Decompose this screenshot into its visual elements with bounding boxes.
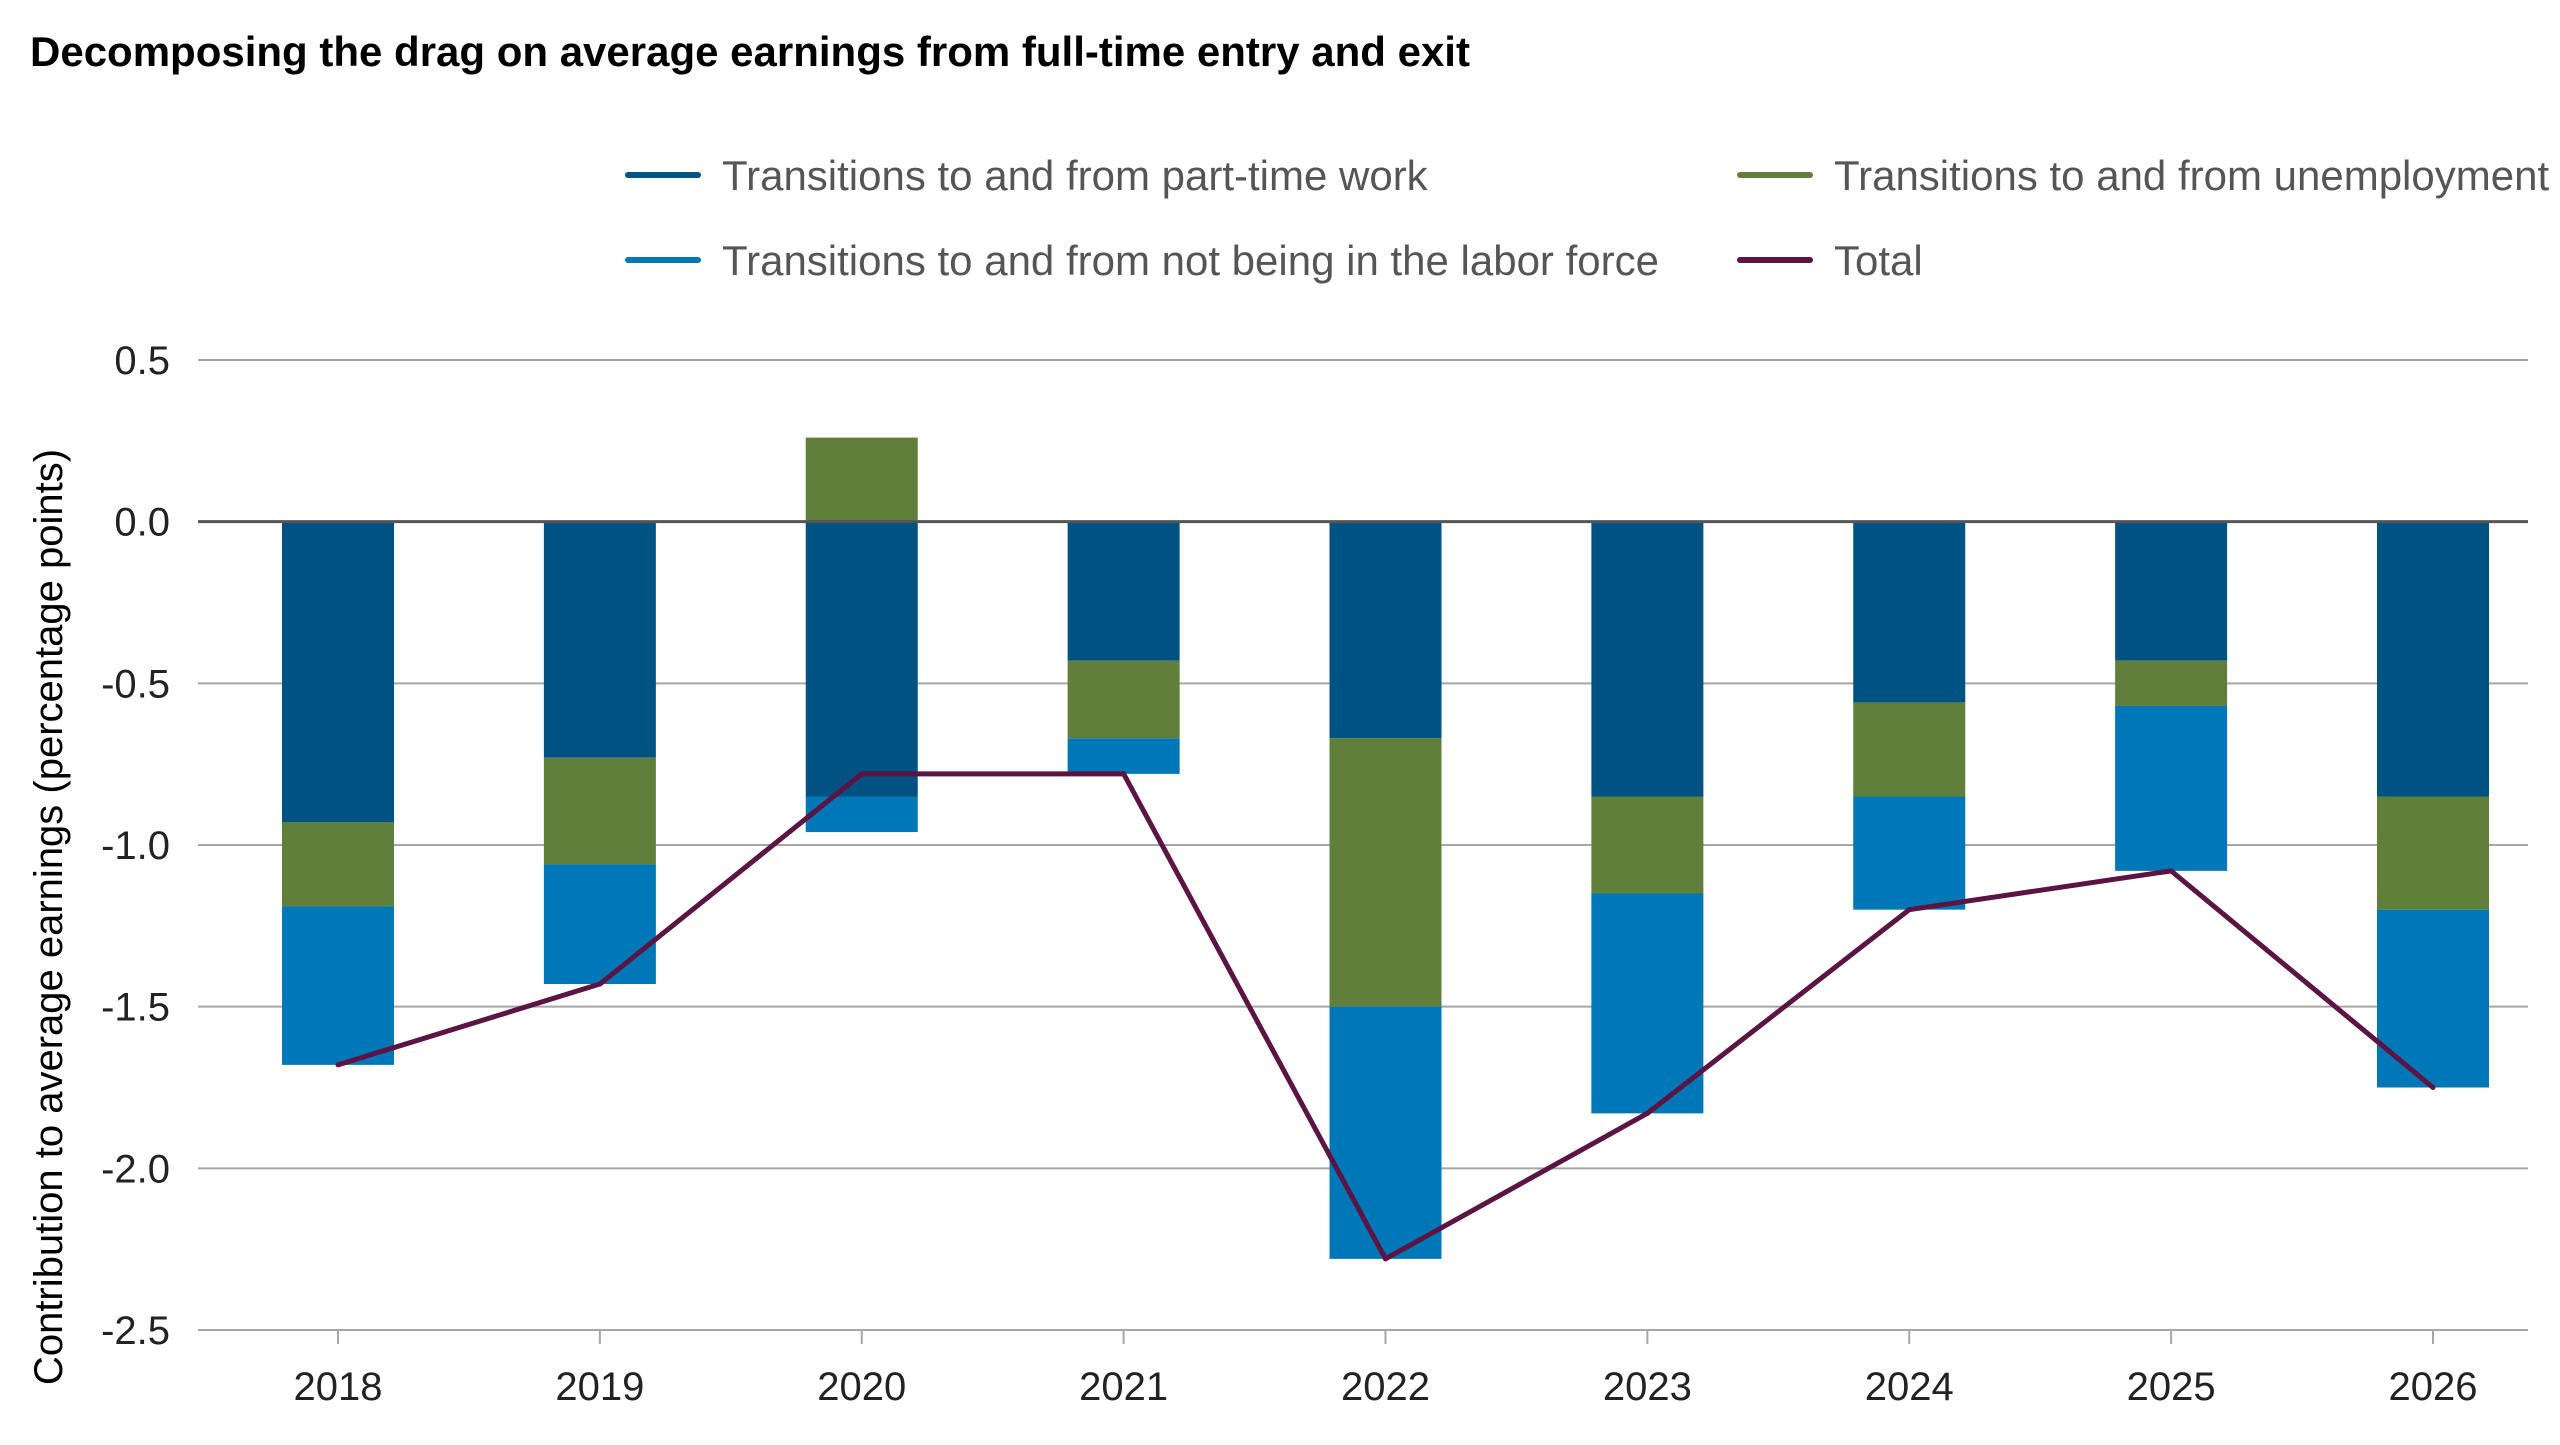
chart-title: Decomposing the drag on average earnings… [30, 28, 1470, 75]
bar-transitions-to-and-from-unemployment-2020 [805, 437, 918, 522]
bar-transitions-to-and-from-part-time-work-2020 [805, 521, 918, 797]
x-tick-label: 2022 [1341, 1365, 1430, 1409]
x-tick-label: 2018 [294, 1365, 383, 1409]
y-tick-label: -1.5 [101, 986, 170, 1030]
bar-transitions-to-and-from-not-being-in-the-labor-force-2020 [805, 796, 918, 833]
bar-transitions-to-and-from-unemployment-2023 [1591, 796, 1704, 894]
legend-label: Transitions to and from not being in the… [722, 237, 1659, 284]
x-tick-label: 2019 [555, 1365, 644, 1409]
legend-item-total: Total [1737, 237, 1923, 284]
legend-item-transitions-to-and-from-unemployment: Transitions to and from unemployment [1737, 152, 2549, 199]
y-tick-label: -2.0 [101, 1147, 170, 1191]
x-tick-label: 2024 [1865, 1365, 1954, 1409]
bar-transitions-to-and-from-not-being-in-the-labor-force-2018 [282, 906, 394, 1065]
bar-transitions-to-and-from-not-being-in-the-labor-force-2022 [1329, 1006, 1442, 1259]
line-point-total-2022 [1383, 1256, 1388, 1262]
line-point-total-2018 [335, 1062, 341, 1068]
total-series [335, 771, 2436, 1262]
bar-transitions-to-and-from-unemployment-2025 [2115, 660, 2228, 706]
y-tick-label: -2.5 [101, 1309, 170, 1353]
bar-transitions-to-and-from-unemployment-2022 [1329, 738, 1442, 1007]
bar-transitions-to-and-from-part-time-work-2018 [282, 521, 394, 823]
bar-transitions-to-and-from-not-being-in-the-labor-force-2025 [2115, 705, 2228, 871]
bar-transitions-to-and-from-not-being-in-the-labor-force-2024 [1853, 796, 1966, 910]
y-axis-ticks: 0.5 0.0 -0.5 -1.0 -1.5 -2.0 -2.5 [101, 339, 170, 1353]
bar-transitions-to-and-from-unemployment-2024 [1853, 702, 1966, 797]
legend-item-transitions-to-and-from-not-being-in-the-labor-force: Transitions to and from not being in the… [625, 237, 1659, 284]
x-tick-label: 2025 [2127, 1365, 2216, 1409]
bar-transitions-to-and-from-not-being-in-the-labor-force-2019 [543, 864, 656, 985]
y-axis-label: Contribution to average earnings (percen… [27, 449, 71, 1385]
y-tick-label: 0.0 [114, 501, 170, 545]
line-point-total-2025 [2168, 868, 2174, 874]
bar-transitions-to-and-from-part-time-work-2026 [2377, 521, 2489, 797]
bar-transitions-to-and-from-part-time-work-2025 [2115, 521, 2228, 661]
bar-transitions-to-and-from-part-time-work-2019 [543, 521, 656, 758]
y-tick-label: -0.5 [101, 662, 170, 706]
line-point-total-2020 [859, 771, 865, 777]
legend-label: Total [1834, 237, 1923, 284]
x-tick-label: 2020 [817, 1365, 906, 1409]
line-point-total-2021 [1121, 771, 1127, 777]
bars [282, 437, 2489, 1259]
bar-transitions-to-and-from-not-being-in-the-labor-force-2026 [2377, 909, 2489, 1088]
y-tick-label: -1.0 [101, 824, 170, 868]
line-point-total-2023 [1644, 1110, 1650, 1116]
bar-transitions-to-and-from-part-time-work-2024 [1853, 521, 1966, 703]
bar-transitions-to-and-from-unemployment-2021 [1067, 660, 1180, 739]
bar-transitions-to-and-from-part-time-work-2021 [1067, 521, 1180, 661]
bar-transitions-to-and-from-unemployment-2018 [282, 822, 394, 907]
bar-transitions-to-and-from-part-time-work-2023 [1591, 521, 1704, 797]
legend-label: Transitions to and from unemployment [1834, 152, 2549, 199]
x-tick-label: 2026 [2389, 1365, 2478, 1409]
bar-transitions-to-and-from-unemployment-2019 [543, 757, 656, 865]
line-point-total-2024 [1906, 907, 1912, 913]
bar-transitions-to-and-from-part-time-work-2022 [1329, 521, 1442, 739]
bar-transitions-to-and-from-not-being-in-the-labor-force-2023 [1591, 893, 1704, 1114]
line-point-total-2026 [2430, 1085, 2436, 1090]
legend: Transitions to and from part-time work Tr… [625, 152, 2549, 284]
bar-transitions-to-and-from-not-being-in-the-labor-force-2021 [1067, 738, 1180, 774]
line-point-total-2019 [597, 981, 603, 987]
legend-item-transitions-to-and-from-part-time-work: Transitions to and from part-time work [625, 152, 1429, 199]
x-tick-label: 2021 [1079, 1365, 1168, 1409]
y-tick-label: 0.5 [114, 339, 170, 383]
x-tick-label: 2023 [1603, 1365, 1692, 1409]
legend-label: Transitions to and from part-time work [722, 152, 1429, 199]
x-axis-ticks: 2018 2019 2020 2021 2022 2023 2024 2025 2026 [198, 1329, 2528, 1409]
bar-transitions-to-and-from-unemployment-2026 [2377, 796, 2489, 910]
